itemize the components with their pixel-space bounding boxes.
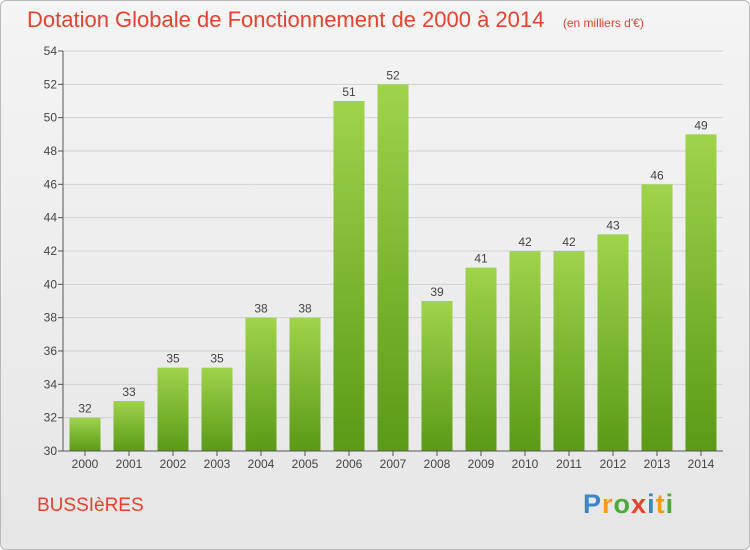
bar-value-label: 35: [166, 352, 180, 366]
x-tick-label: 2001: [116, 457, 143, 471]
chart-title: Dotation Globale de Fonctionnement de 20…: [27, 7, 545, 32]
y-tick-label: 48: [44, 144, 58, 158]
x-tick-label: 2014: [688, 457, 715, 471]
y-tick-label: 52: [44, 77, 58, 91]
logo-letter: o: [613, 489, 632, 519]
logo-letter: P: [583, 489, 603, 519]
logo-letter: x: [631, 489, 648, 519]
bar-value-label: 41: [474, 252, 488, 266]
proxiti-logo: Proxiti: [583, 489, 674, 520]
chart-unit: (en milliers d'€): [562, 16, 644, 30]
y-tick-label: 36: [44, 344, 58, 358]
bar-value-label: 38: [254, 302, 268, 316]
bar-value-label: 49: [694, 118, 708, 132]
y-tick-label: 42: [44, 244, 58, 258]
bar: [509, 251, 541, 451]
x-tick-label: 2008: [424, 457, 451, 471]
y-tick-label: 30: [44, 444, 58, 458]
y-tick-label: 44: [44, 211, 58, 225]
bar: [685, 134, 717, 452]
y-tick-label: 40: [44, 277, 58, 291]
bar-value-label: 38: [298, 302, 312, 316]
x-tick-label: 2002: [160, 457, 187, 471]
y-tick-label: 34: [44, 377, 58, 391]
bar-value-label: 42: [562, 235, 576, 249]
y-tick-label: 50: [44, 111, 58, 125]
x-tick-label: 2007: [380, 457, 407, 471]
bar: [245, 317, 277, 451]
bar-value-label: 35: [210, 352, 224, 366]
x-tick-label: 2005: [292, 457, 319, 471]
x-tick-label: 2006: [336, 457, 363, 471]
x-tick-label: 2003: [204, 457, 231, 471]
x-tick-label: 2012: [600, 457, 627, 471]
bar: [597, 234, 629, 451]
x-tick-label: 2004: [248, 457, 275, 471]
bar-value-label: 32: [78, 402, 92, 416]
bar: [641, 184, 673, 452]
x-tick-label: 2009: [468, 457, 495, 471]
bar-value-label: 46: [650, 168, 664, 182]
bar: [333, 101, 365, 451]
bar-value-label: 39: [430, 285, 444, 299]
bar: [113, 401, 145, 451]
bar: [157, 367, 189, 451]
logo-letter: t: [655, 489, 666, 519]
logo-letter: i: [647, 489, 656, 519]
logo-letter: i: [665, 489, 675, 519]
bar-value-label: 43: [606, 218, 620, 232]
bar: [69, 417, 101, 451]
x-tick-label: 2013: [644, 457, 671, 471]
bar-value-label: 52: [386, 68, 400, 82]
y-tick-label: 38: [44, 311, 58, 325]
bar-value-label: 42: [518, 235, 532, 249]
bar: [201, 367, 233, 451]
y-tick-label: 54: [44, 44, 58, 58]
y-tick-label: 46: [44, 177, 58, 191]
bar-value-label: 33: [122, 385, 136, 399]
chart-title-row: Dotation Globale de Fonctionnement de 20…: [27, 7, 644, 33]
x-tick-label: 2000: [72, 457, 99, 471]
x-tick-label: 2011: [556, 457, 582, 471]
y-tick-label: 32: [44, 411, 58, 425]
bar: [465, 267, 497, 451]
x-tick-label: 2010: [512, 457, 539, 471]
bar-value-label: 51: [342, 85, 356, 99]
bar: [553, 251, 585, 451]
bar: [421, 301, 453, 451]
bar: [377, 84, 409, 451]
commune-name: BUSSIèRES: [37, 495, 144, 516]
bar: [289, 317, 321, 451]
logo-letter: r: [602, 489, 614, 519]
